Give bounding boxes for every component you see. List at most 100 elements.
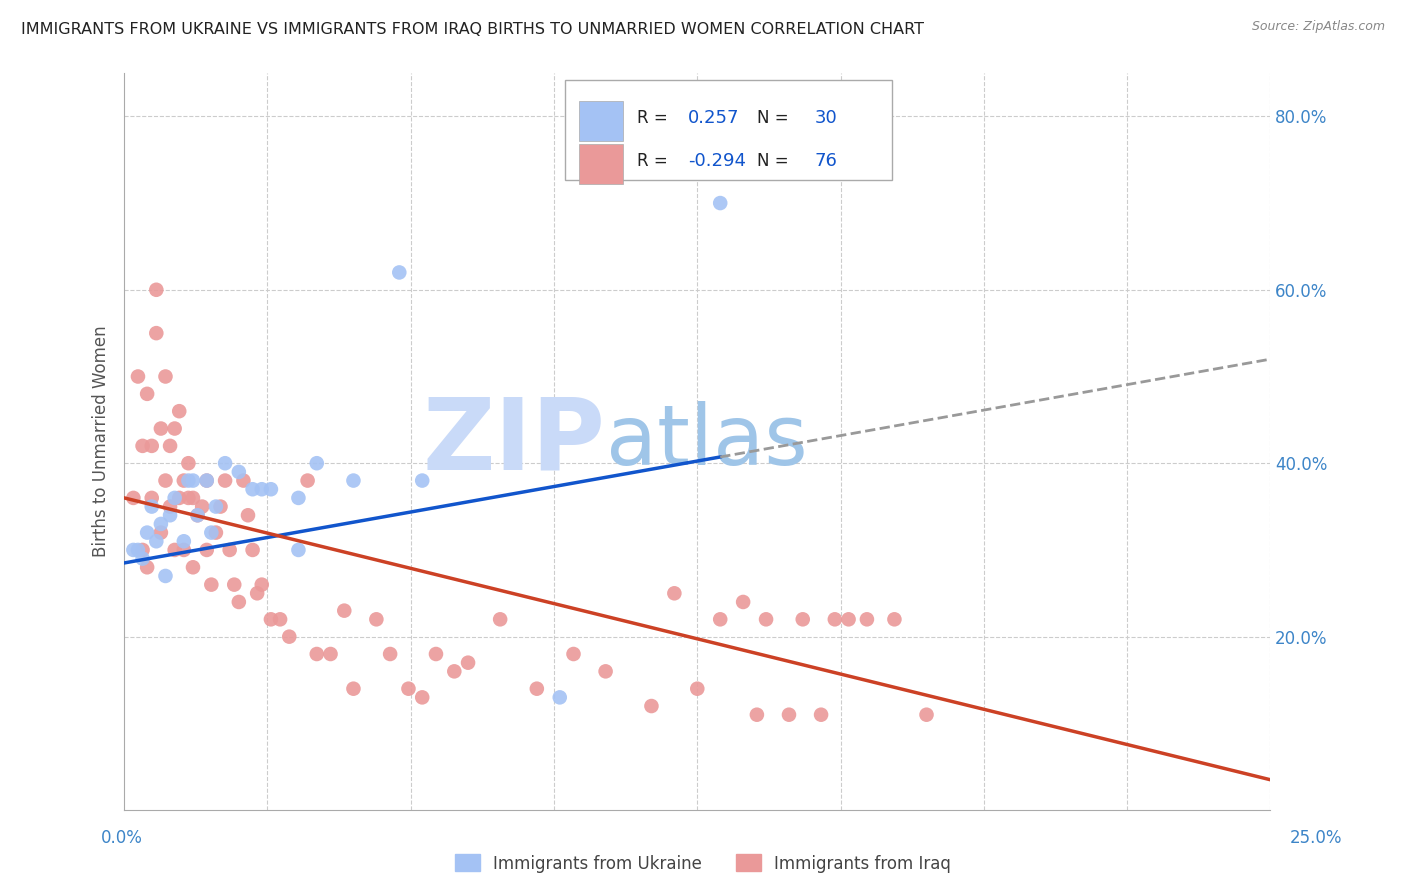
Point — [181, 491, 204, 505]
Point — [131, 543, 153, 558]
Point — [236, 508, 259, 523]
Point — [224, 577, 246, 591]
Point — [177, 474, 200, 488]
Legend: Immigrants from Ukraine, Immigrants from Iraq: Immigrants from Ukraine, Immigrants from… — [449, 847, 957, 880]
Text: 0.0%: 0.0% — [101, 829, 143, 847]
Point — [205, 525, 228, 540]
Text: N =: N = — [756, 109, 794, 127]
Point — [378, 647, 401, 661]
Point — [218, 543, 240, 558]
Point — [810, 707, 832, 722]
Point — [260, 612, 283, 626]
Point — [242, 482, 264, 496]
Point — [141, 491, 163, 505]
Point — [411, 690, 433, 705]
Point — [145, 326, 167, 340]
Point — [228, 465, 250, 479]
Point — [167, 404, 190, 418]
Point — [319, 647, 342, 661]
Point — [145, 534, 167, 549]
Text: 25.0%: 25.0% — [1291, 829, 1343, 847]
Text: 0.257: 0.257 — [688, 109, 740, 127]
Point — [733, 595, 755, 609]
Point — [664, 586, 686, 600]
Point — [209, 500, 232, 514]
Point — [155, 474, 177, 488]
Point — [915, 707, 938, 722]
Point — [163, 543, 186, 558]
Point — [562, 647, 585, 661]
Point — [127, 543, 149, 558]
Point — [457, 656, 479, 670]
Point — [526, 681, 548, 696]
Point — [173, 474, 195, 488]
Point — [141, 500, 163, 514]
Point — [883, 612, 905, 626]
Point — [181, 474, 204, 488]
Point — [136, 560, 159, 574]
Point — [159, 439, 181, 453]
Point — [443, 665, 465, 679]
Point — [305, 456, 328, 470]
Point — [250, 482, 273, 496]
Point — [228, 595, 250, 609]
Point — [388, 265, 411, 279]
Point — [173, 534, 195, 549]
FancyBboxPatch shape — [579, 101, 623, 141]
Point — [122, 543, 145, 558]
Text: R =: R = — [637, 109, 672, 127]
Point — [246, 586, 269, 600]
Point — [709, 196, 731, 211]
Text: N =: N = — [756, 152, 794, 169]
Text: ZIP: ZIP — [423, 393, 606, 490]
Point — [398, 681, 420, 696]
Point — [269, 612, 291, 626]
Point — [411, 474, 433, 488]
Point — [173, 543, 195, 558]
Point — [136, 525, 159, 540]
Text: 30: 30 — [814, 109, 837, 127]
Point — [287, 491, 309, 505]
FancyBboxPatch shape — [565, 80, 893, 180]
Point — [232, 474, 254, 488]
Point — [200, 577, 222, 591]
Point — [595, 665, 617, 679]
Point — [838, 612, 860, 626]
Point — [187, 508, 209, 523]
Point — [195, 474, 218, 488]
Text: atlas: atlas — [606, 401, 807, 482]
Point — [342, 474, 364, 488]
Point — [177, 456, 200, 470]
Point — [250, 577, 273, 591]
Point — [305, 647, 328, 661]
Point — [187, 508, 209, 523]
Point — [141, 439, 163, 453]
Point — [755, 612, 778, 626]
Text: R =: R = — [637, 152, 672, 169]
Point — [824, 612, 846, 626]
Point — [149, 516, 172, 531]
Point — [136, 387, 159, 401]
Point — [149, 421, 172, 435]
Point — [214, 474, 236, 488]
Point — [195, 474, 218, 488]
Point — [856, 612, 879, 626]
Point — [297, 474, 319, 488]
Point — [191, 500, 214, 514]
Point — [242, 543, 264, 558]
Point — [778, 707, 800, 722]
Point — [333, 604, 356, 618]
Point — [159, 508, 181, 523]
Point — [127, 369, 149, 384]
Point — [205, 500, 228, 514]
Point — [686, 681, 709, 696]
Point — [131, 551, 153, 566]
Point — [260, 482, 283, 496]
Point — [342, 681, 364, 696]
Point — [425, 647, 447, 661]
Point — [195, 543, 218, 558]
Point — [287, 543, 309, 558]
Point — [163, 421, 186, 435]
Point — [122, 491, 145, 505]
Point — [155, 569, 177, 583]
